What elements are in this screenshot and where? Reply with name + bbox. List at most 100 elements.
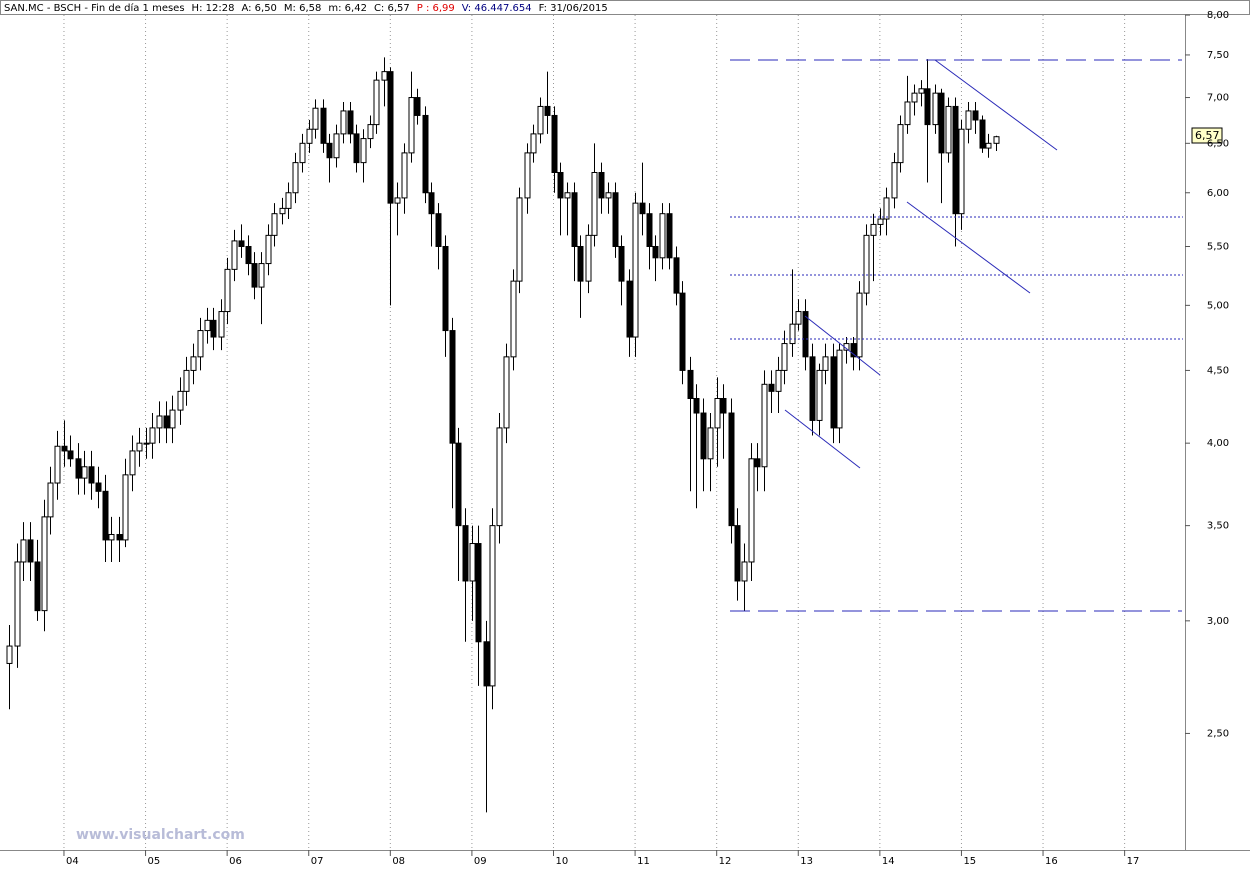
candle-body [516, 197, 523, 282]
candle-body [245, 245, 252, 265]
y-tick-label: 4,00 [1207, 438, 1229, 449]
watermark: www.visualchart.com [76, 827, 245, 843]
drawings [730, 59, 1183, 612]
candle-body [177, 390, 184, 411]
candle-body [75, 458, 82, 479]
candle-body [816, 369, 823, 421]
trend-line [906, 201, 1031, 294]
candle-body [279, 207, 286, 215]
candle-body [34, 561, 41, 612]
candle-body [524, 152, 531, 199]
candle-body [428, 192, 435, 215]
x-tick-label: 05 [148, 856, 161, 867]
candle-body [81, 466, 88, 479]
y-tick-label: 7,00 [1207, 93, 1229, 104]
candle-body [122, 474, 129, 541]
candle-body [795, 311, 802, 325]
candle-body [394, 197, 401, 204]
candle-body [891, 162, 898, 199]
candle-body [985, 142, 992, 149]
trend-line [804, 315, 881, 376]
candle-body [387, 71, 394, 204]
candle-body [469, 543, 476, 582]
y-tick-label: 6,00 [1207, 188, 1229, 199]
candle-body [258, 263, 265, 288]
candle-body [809, 356, 816, 421]
candle-body [462, 525, 469, 582]
candle-body [183, 369, 190, 392]
candle-body [802, 311, 809, 358]
candle-body [714, 397, 721, 429]
candle-body [700, 412, 707, 460]
candle-body [707, 427, 714, 460]
x-tick-label: 14 [882, 856, 895, 867]
candle-body [306, 128, 313, 144]
candle-body [679, 292, 686, 371]
candle-body [218, 311, 225, 338]
candle-body [312, 107, 319, 130]
candle-body [883, 197, 890, 220]
candle-body [20, 539, 27, 563]
y-tick-label: 6,50 [1207, 138, 1229, 149]
candle-body [116, 534, 123, 541]
header-item: m: 6,42 [328, 3, 367, 14]
candle-body [924, 88, 931, 126]
candle-body [129, 450, 136, 476]
candle-body [320, 107, 327, 144]
candle-body [958, 128, 965, 215]
candle-body [693, 397, 700, 414]
header-item: F: 31/06/2015 [539, 3, 608, 14]
candle-body [822, 356, 829, 371]
x-tick-label: 13 [800, 856, 813, 867]
candle-body [728, 412, 735, 527]
candle-body [748, 458, 755, 563]
candle-body [673, 257, 680, 294]
candle-body [830, 356, 837, 429]
candle-body [210, 319, 217, 338]
candle-body [585, 234, 592, 282]
candle-body [238, 240, 245, 247]
candle-body [639, 202, 646, 215]
candle-body [67, 450, 74, 460]
header-item: A: 6,50 [241, 3, 276, 14]
header-item: M: 6,58 [284, 3, 321, 14]
candle-body [666, 213, 673, 259]
candle-body [775, 369, 782, 392]
candle-body [577, 245, 584, 282]
candle-body [381, 71, 388, 81]
x-tick-label: 08 [392, 856, 405, 867]
candle-body [489, 525, 496, 687]
header-bar [0, 0, 1250, 15]
candle-body [373, 79, 380, 126]
candle-body [605, 192, 612, 199]
candle-body [224, 268, 231, 313]
candle-body [475, 543, 482, 643]
candle-body [870, 223, 877, 236]
header-item: SAN.MC - BSCH - Fin de día 1 meses [4, 2, 185, 14]
candle-body [422, 114, 429, 194]
candle-body [564, 192, 571, 199]
price-tag: 6,57 [1195, 129, 1220, 142]
x-tick-label: 12 [719, 856, 732, 867]
candle-body [761, 383, 768, 468]
x-tick-label: 06 [229, 856, 242, 867]
candle-body [143, 442, 150, 445]
candle-body [938, 92, 945, 154]
candle-body [626, 280, 633, 338]
x-tick-label: 09 [474, 856, 487, 867]
candle-body [972, 110, 979, 121]
candle-body [449, 330, 456, 444]
candle-body [897, 124, 904, 164]
candle-body [544, 105, 551, 116]
candle-body [687, 369, 694, 399]
candle-body [285, 192, 292, 209]
candle-body [88, 466, 95, 484]
candle-body [632, 202, 639, 338]
candle-body [442, 245, 449, 332]
y-tick-label: 4,50 [1207, 365, 1229, 376]
candle-body [918, 88, 925, 94]
candle-body [483, 641, 490, 687]
candle-body [251, 263, 258, 288]
candle-body [571, 192, 578, 247]
